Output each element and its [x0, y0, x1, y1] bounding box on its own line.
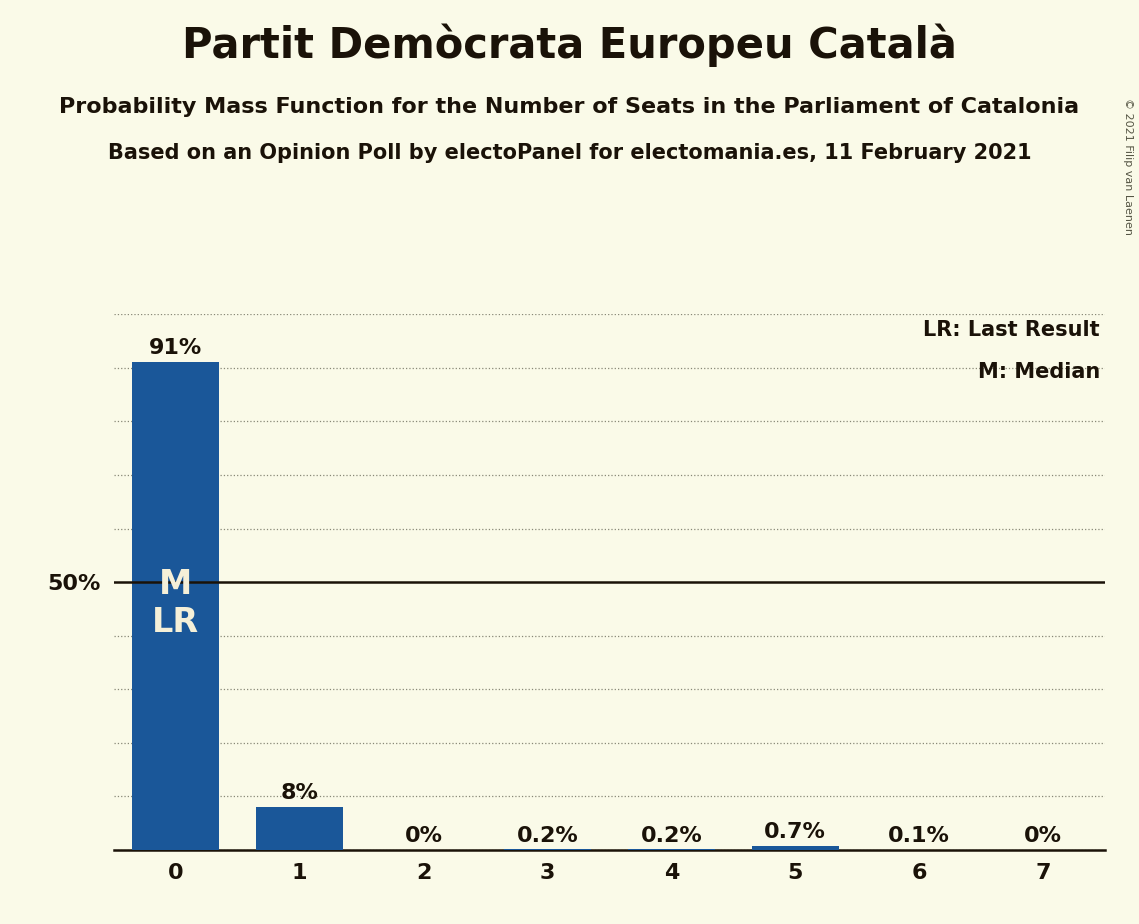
Bar [505, 849, 591, 850]
Text: 8%: 8% [280, 783, 319, 803]
Text: Probability Mass Function for the Number of Seats in the Parliament of Catalonia: Probability Mass Function for the Number… [59, 97, 1080, 117]
Text: M
LR: M LR [153, 568, 199, 639]
Bar [256, 808, 343, 850]
Text: 0.7%: 0.7% [764, 822, 826, 842]
Text: © 2021 Filip van Laenen: © 2021 Filip van Laenen [1123, 98, 1133, 235]
Text: 0.2%: 0.2% [517, 826, 579, 845]
Text: M: Median: M: Median [977, 362, 1100, 383]
Text: 0%: 0% [1024, 826, 1062, 845]
Bar [628, 849, 714, 850]
Text: 91%: 91% [149, 338, 203, 359]
Text: Based on an Opinion Poll by electoPanel for electomania.es, 11 February 2021: Based on an Opinion Poll by electoPanel … [108, 143, 1031, 164]
Bar [752, 846, 838, 850]
Text: 0%: 0% [404, 826, 443, 845]
Text: 0.1%: 0.1% [888, 826, 950, 845]
Text: LR: Last Result: LR: Last Result [924, 320, 1100, 339]
Text: 0.2%: 0.2% [640, 826, 702, 845]
Bar [132, 362, 219, 850]
Text: Partit Demòcrata Europeu Català: Partit Demòcrata Europeu Català [182, 23, 957, 67]
